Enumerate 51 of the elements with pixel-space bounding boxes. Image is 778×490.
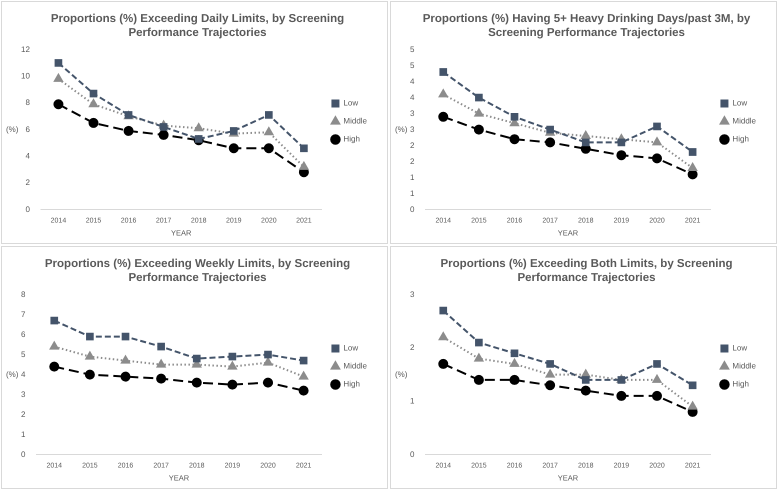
y-tick-label: 10 [20,71,30,80]
y-tick-label: 0 [410,204,415,214]
y-tick-label: 4 [25,151,30,160]
y-tick-label: 2 [20,410,26,419]
y-tick-label: 4 [410,92,415,102]
legend-label: High [732,380,749,389]
y-tick-label: 1 [410,172,415,182]
legend-label: Middle [732,116,757,126]
chart-title: Proportions (%) Exceeding Both Limits, by Screening Performance Trajectories [440,258,733,284]
chart-title: Proportions (%) Having 5+ Heavy Drinking Days/past 3M, by Screening Performance Trajectories [422,13,751,39]
legend-label: High [343,134,360,144]
y-tick-label: 5 [20,350,26,359]
chart-title: Proportions (%) Exceeding Daily Limits, by Screening Performance Trajectories [50,13,344,39]
legend-label: Low [343,344,358,353]
legend-label: Middle [343,116,368,126]
y-tick-label: 4 [410,76,415,86]
y-axis-title: (%) [395,124,408,134]
y-tick-label: 3 [20,390,26,399]
y-tick-label: 7 [20,310,26,319]
y-tick-label: 1 [20,430,26,439]
y-tick-label: 4 [20,370,26,379]
legend-label: Low [732,344,748,353]
y-tick-label: 2 [410,140,415,150]
y-tick-label: 0 [25,204,30,214]
y-tick-label: 1 [410,396,415,406]
y-tick-label: 3 [410,290,415,299]
y-tick-label: 3 [410,124,415,134]
y-tick-label: 8 [25,98,30,108]
y-tick-label: 3 [410,108,415,118]
legend-label: Low [343,98,358,108]
y-tick-label: 6 [25,124,30,134]
y-tick-label: 2 [410,156,415,166]
y-tick-label: 2 [410,343,415,352]
y-tick-label: 2 [25,178,30,188]
y-axis-title: (%) [6,124,19,134]
y-tick-label: 12 [20,44,30,54]
y-tick-label: 0 [20,450,26,459]
y-axis-title: (%) [6,370,19,379]
legend-label: High [732,134,749,144]
y-axis-title: (%) [395,370,408,379]
chart-title: Proportions (%) Exceeding Weekly Limits, by Screening Performance Trajectories [44,258,350,284]
y-tick-label: 1 [410,188,415,198]
y-tick-label: 5 [410,60,415,70]
y-tick-label: 8 [20,290,26,299]
y-tick-label: 5 [410,44,415,54]
y-tick-label: 0 [410,450,415,459]
legend-label: Low [732,98,748,108]
legend-label: Middle [732,362,757,371]
legend-label: Middle [343,362,368,371]
legend-label: High [343,380,360,389]
y-tick-label: 6 [20,330,26,339]
